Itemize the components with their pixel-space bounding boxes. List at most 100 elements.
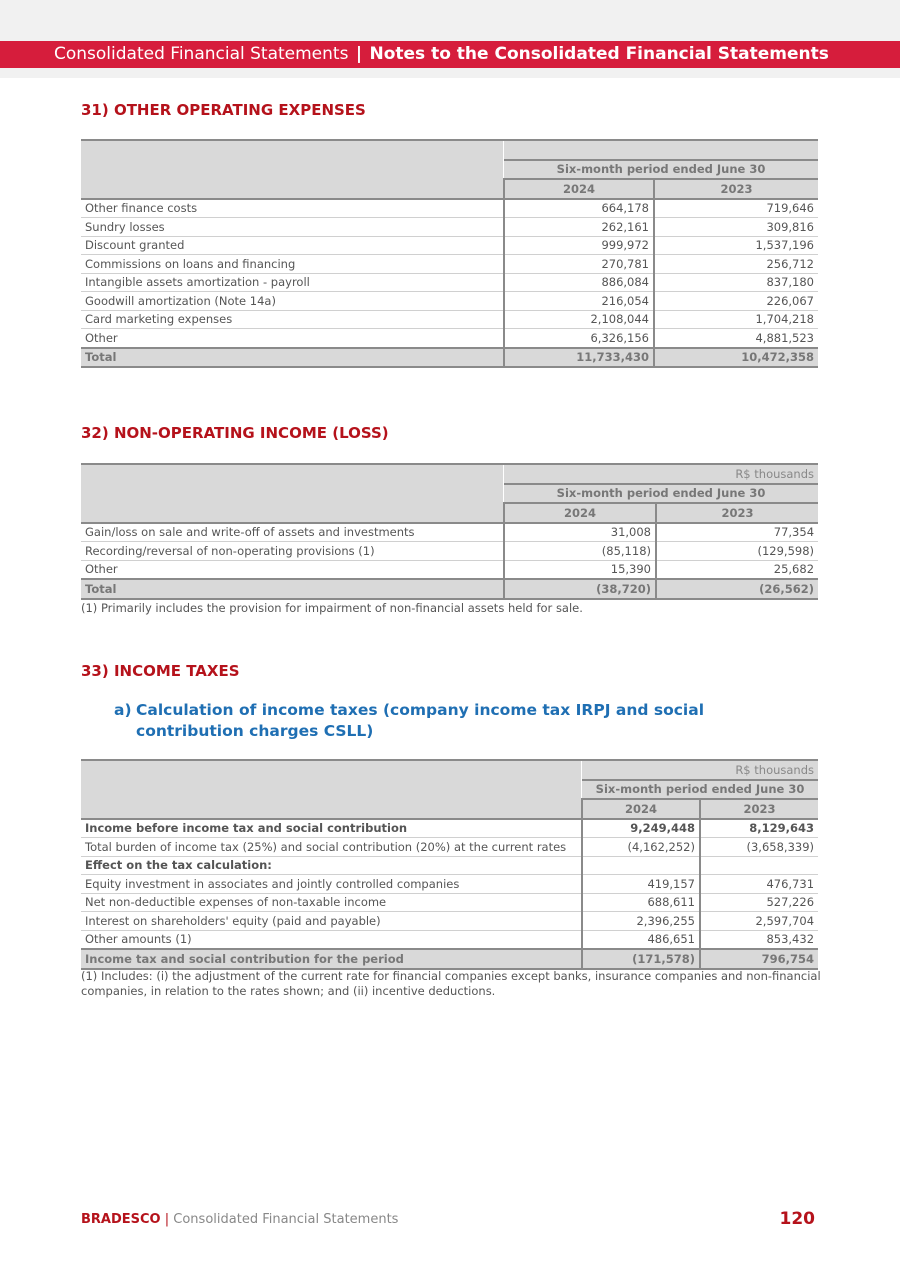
label: Goodwill amortization (Note 14a)	[81, 291, 504, 311]
value: 1,537,196	[653, 236, 818, 255]
value: (85,118)	[503, 541, 656, 561]
row: Gain/loss on sale and write-off of asset…	[81, 522, 819, 542]
year: 2024	[503, 503, 656, 524]
label: Income before income tax and social cont…	[81, 818, 582, 838]
value: 688,611	[581, 893, 700, 912]
total-value: 10,472,358	[653, 346, 818, 368]
header-row: Six-month period ended June 30	[81, 159, 818, 180]
header-blank	[81, 759, 582, 820]
value: 262,161	[503, 217, 654, 237]
value: 309,816	[653, 217, 818, 237]
row: Interest on shareholders' equity (paid a…	[81, 911, 819, 931]
label: Discount granted	[81, 236, 504, 255]
table: Six-month period ended June 30 2024 2023 Ot…	[81, 139, 818, 368]
label: Gain/loss on sale and write-off of asset…	[81, 522, 504, 542]
label: Interest on shareholders' equity (paid a…	[81, 911, 582, 931]
row: Goodwill amortization (Note 14a) 216,054 2…	[81, 291, 818, 311]
label: Net non-deductible expenses of non-taxab…	[81, 893, 582, 912]
unit: R$ thousands	[582, 759, 819, 781]
row: Recording/reversal of non-operating prov…	[81, 541, 819, 561]
value: 999,972	[503, 236, 654, 255]
year: 2023	[653, 179, 818, 200]
subtitle-marker: a)	[114, 701, 132, 719]
footer-brand: BRADESCO	[81, 1212, 161, 1227]
value: 25,682	[654, 560, 819, 580]
total-row: Income tax and social contribution for t…	[81, 948, 819, 970]
value	[698, 856, 819, 875]
row: Other finance costs 664,178 719,646	[81, 198, 818, 218]
value: 486,651	[581, 930, 700, 950]
row: Net non-deductible expenses of non-taxab…	[81, 893, 819, 912]
value	[581, 856, 700, 875]
value: (3,658,339)	[698, 837, 819, 857]
table: R$ thousands Six-month period ended June …	[81, 759, 819, 970]
value: 719,646	[653, 198, 818, 218]
row: Total burden of income tax (25%) and soc…	[81, 837, 819, 857]
label: Intangible assets amortization - payroll	[81, 273, 504, 292]
period: Six-month period ended June 30	[582, 779, 819, 800]
header-right: Notes to the Consolidated Financial Stat…	[369, 44, 829, 64]
year: 2024	[503, 179, 654, 200]
header-bar: Consolidated Financial Statements | Note…	[0, 41, 900, 68]
header-row: 2024 2023	[81, 179, 818, 200]
value: 256,712	[653, 254, 818, 274]
header-left: Consolidated Financial Statements	[54, 44, 349, 64]
row: Other amounts (1) 486,651 853,432	[81, 930, 819, 950]
header-blank	[81, 139, 504, 200]
value: 419,157	[581, 874, 700, 894]
footnote: (1) Primarily includes the provision for…	[81, 601, 583, 615]
row: Effect on the tax calculation:	[81, 856, 819, 875]
total-label: Income tax and social contribution for t…	[81, 948, 582, 970]
header-row: Six-month period ended June 30	[81, 779, 819, 800]
total-value: 796,754	[698, 948, 819, 970]
value: 2,597,704	[698, 911, 819, 931]
header-row: 2024 2023	[81, 799, 819, 820]
total-row: Total 11,733,430 10,472,358	[81, 346, 818, 368]
year: 2023	[698, 799, 819, 820]
value: 1,704,218	[653, 310, 818, 329]
value: 77,354	[654, 522, 819, 542]
value: (4,162,252)	[581, 837, 700, 857]
page-number: 120	[779, 1209, 816, 1229]
header-row: Six-month period ended June 30	[81, 483, 819, 504]
value: 6,326,156	[503, 328, 654, 348]
unit: R$ thousands	[504, 463, 819, 485]
label: Other amounts (1)	[81, 930, 582, 950]
total-label: Total	[81, 578, 504, 600]
value: 527,226	[698, 893, 819, 912]
total-row: Total (38,720) (26,562)	[81, 578, 819, 600]
row: Discount granted 999,972 1,537,196	[81, 236, 818, 255]
value: 4,881,523	[653, 328, 818, 348]
total-value: 11,733,430	[503, 346, 654, 368]
row: Card marketing expenses 2,108,044 1,704,21…	[81, 310, 818, 329]
row: Intangible assets amortization - payroll…	[81, 273, 818, 292]
value: 15,390	[503, 560, 656, 580]
label: Effect on the tax calculation:	[81, 856, 582, 875]
label: Recording/reversal of non-operating prov…	[81, 541, 504, 561]
header-blank	[81, 463, 504, 524]
total-label: Total	[81, 346, 504, 368]
footer-text: Consolidated Financial Statements	[173, 1212, 399, 1227]
row: Other 15,390 25,682	[81, 560, 819, 580]
section-title: 32) NON-OPERATING INCOME (LOSS)	[81, 424, 389, 442]
value: 216,054	[503, 291, 654, 311]
footnote: (1) Includes: (i) the adjustment of the …	[81, 969, 821, 998]
label: Other	[81, 328, 504, 348]
value: 226,067	[653, 291, 818, 311]
row: Income before income tax and social cont…	[81, 818, 819, 838]
subtitle: Calculation of income taxes (company inc…	[136, 701, 705, 740]
total-value: (26,562)	[654, 578, 819, 600]
row: Equity investment in associates and join…	[81, 874, 819, 894]
label: Equity investment in associates and join…	[81, 874, 582, 894]
label: Other finance costs	[81, 198, 504, 218]
row: Commissions on loans and financing 270,78…	[81, 254, 818, 274]
value: 664,178	[503, 198, 654, 218]
footer: BRADESCO | Consolidated Financial Statem…	[81, 1212, 398, 1227]
header-row	[81, 139, 818, 200]
value: 31,008	[503, 522, 656, 542]
value: 886,084	[503, 273, 654, 292]
value: 9,249,448	[581, 818, 700, 838]
year: 2024	[581, 799, 700, 820]
period: Six-month period ended June 30	[504, 483, 819, 504]
